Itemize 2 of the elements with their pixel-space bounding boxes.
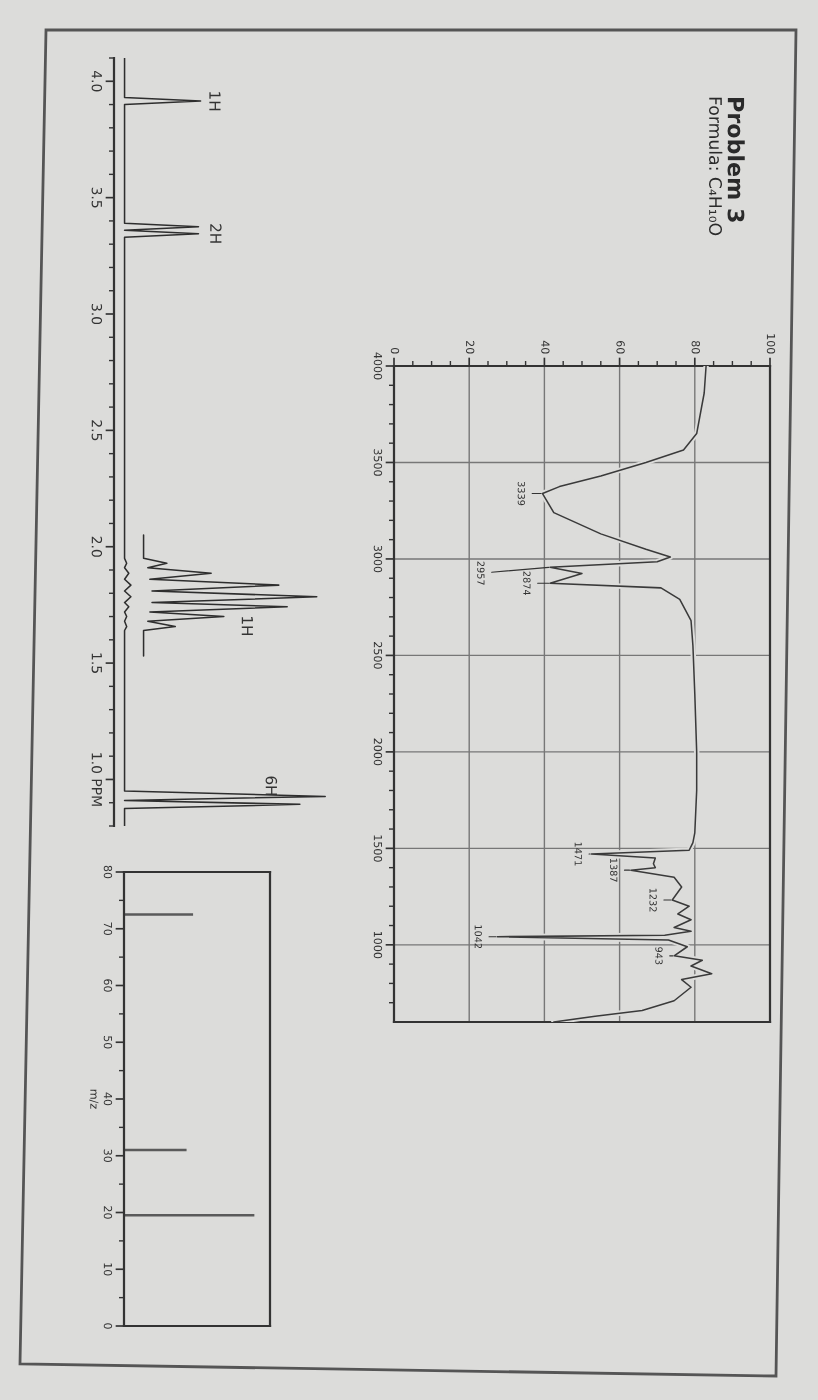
chart-title: Problem 3: [727, 98, 745, 222]
chart-subtitle: Formula: C₄H₁₀O: [709, 97, 723, 236]
